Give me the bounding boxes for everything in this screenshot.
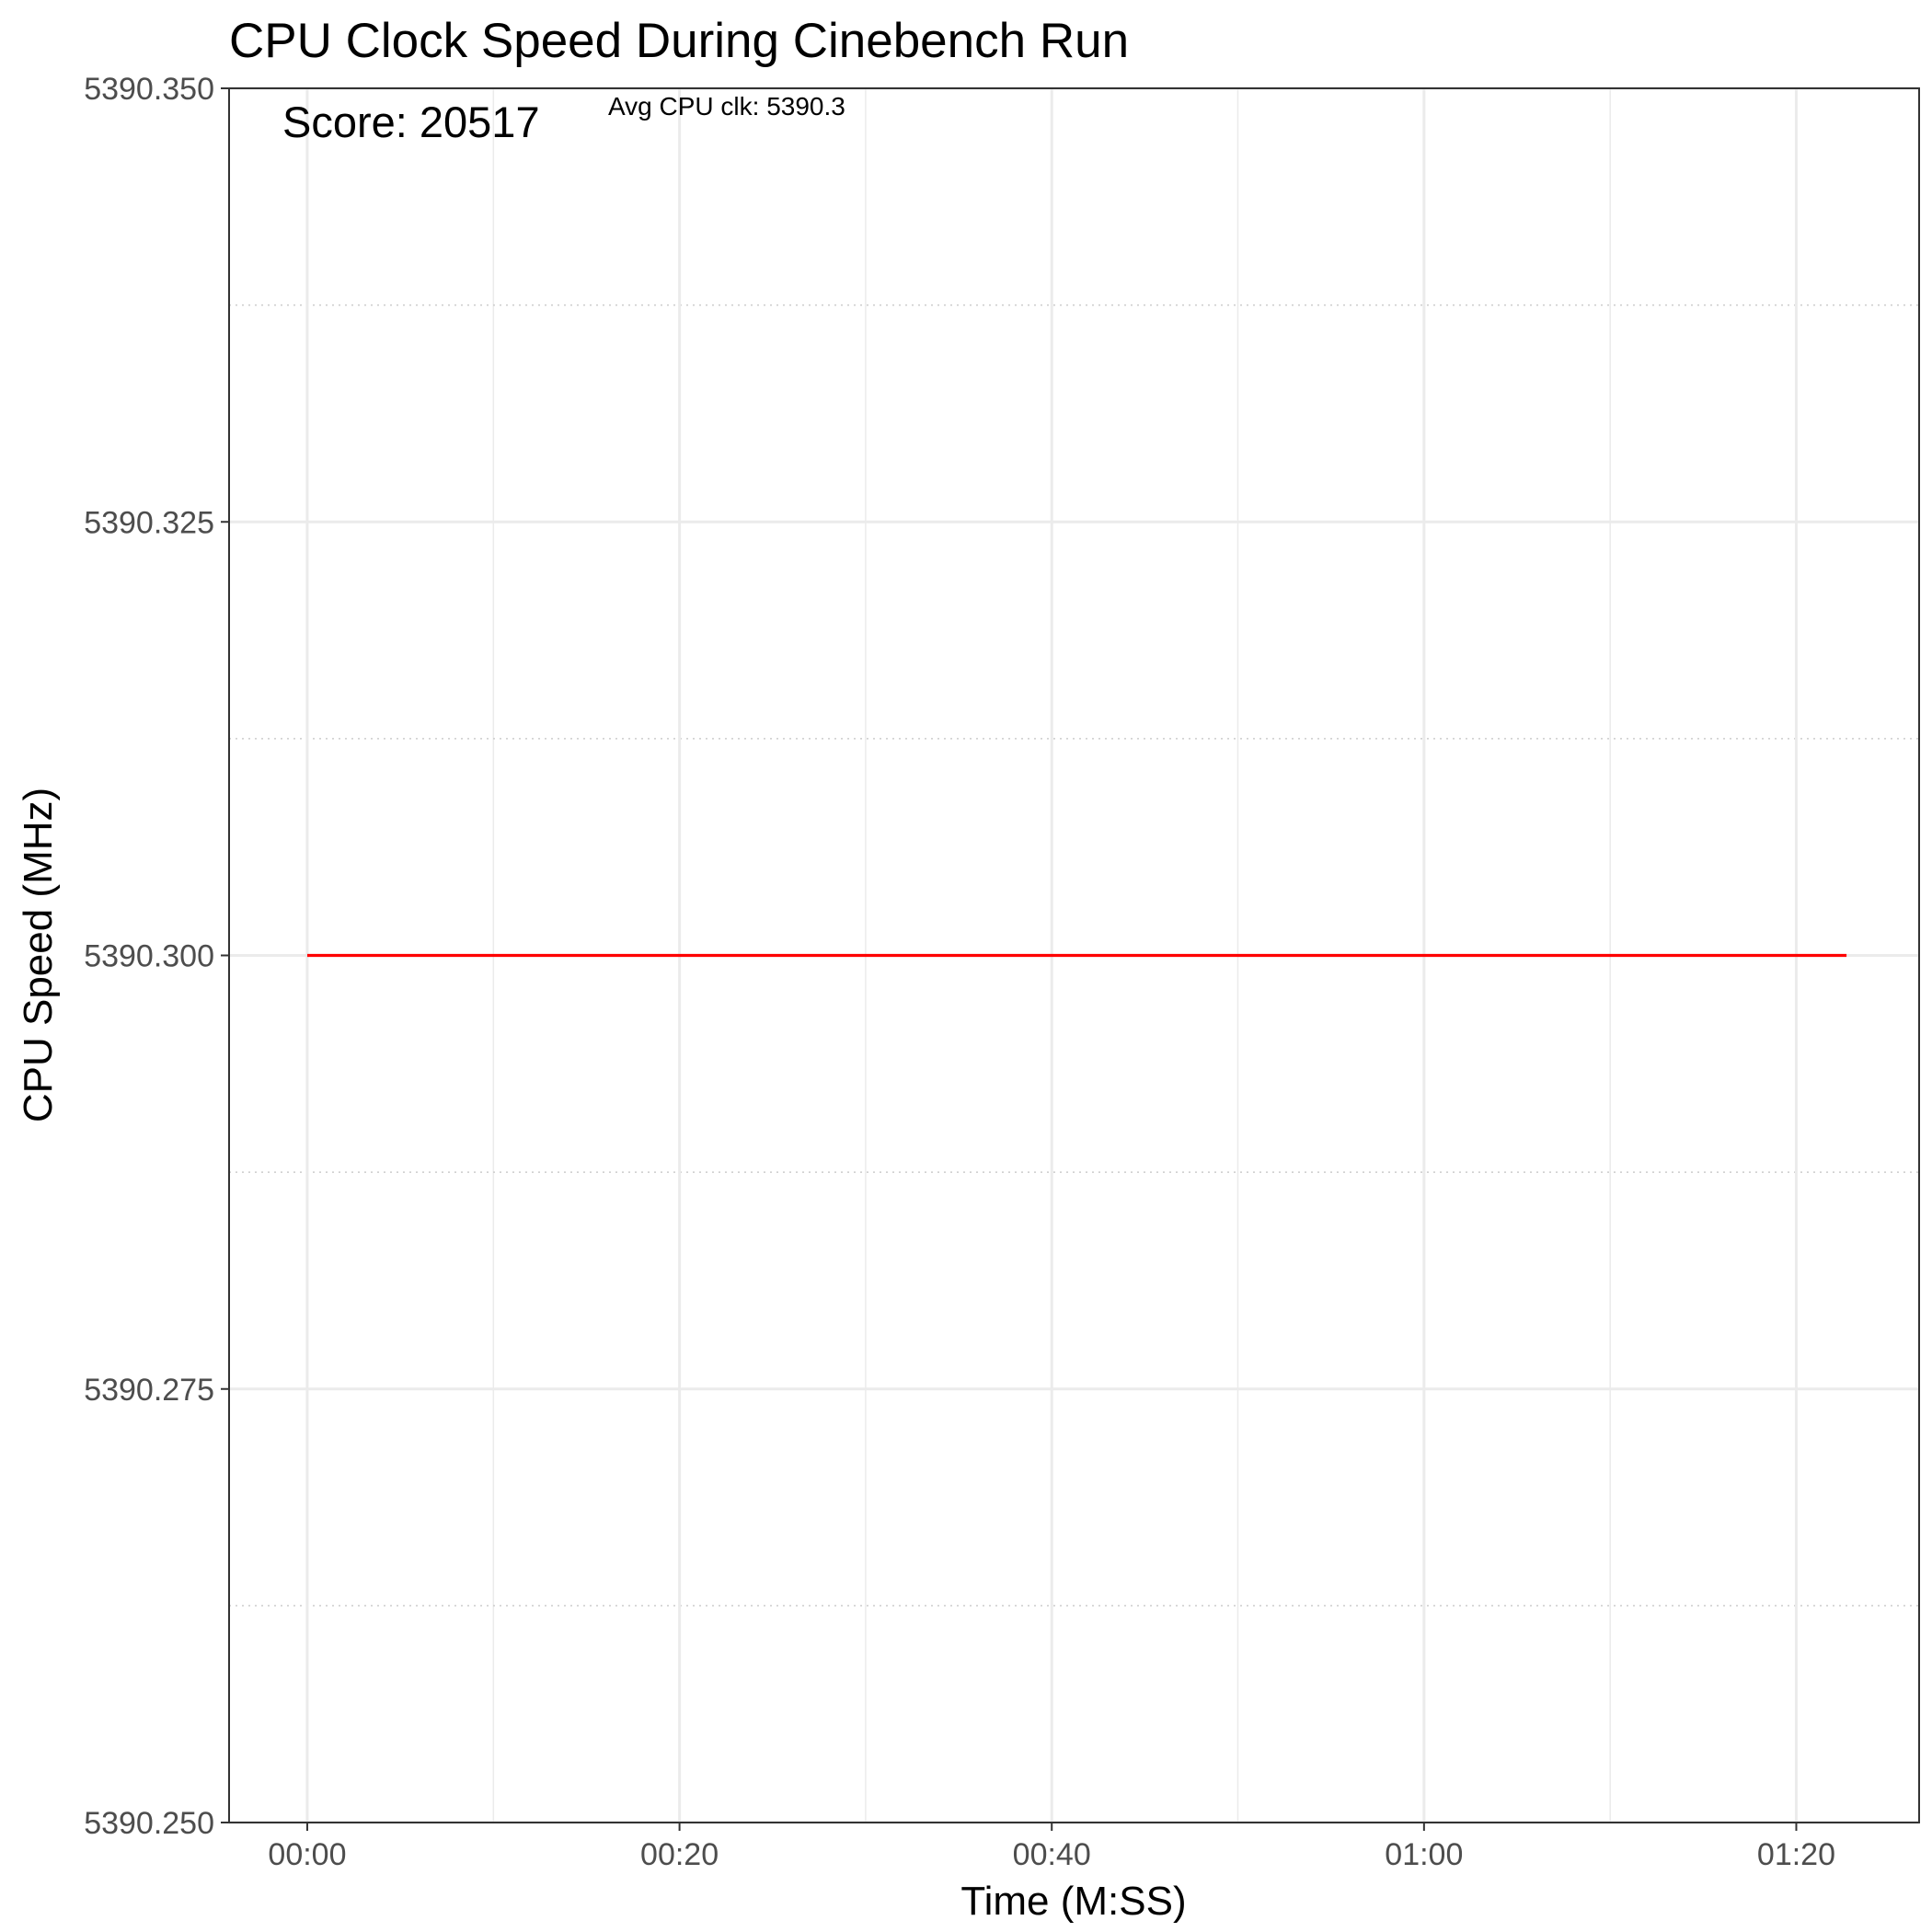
y-tick-label: 5390.275 [84,1373,214,1408]
y-tick-label: 5390.300 [84,939,214,974]
y-tick-label: 5390.250 [84,1806,214,1841]
x-axis-title: Time (M:SS) [960,1879,1186,1924]
y-tick-label: 5390.350 [84,72,214,107]
x-tick-label: 01:00 [1385,1837,1463,1872]
score-annotation: Score: 20517 [282,98,540,146]
x-tick-label: 00:20 [640,1837,719,1872]
avg-cpu-clk-annotation: Avg CPU clk: 5390.3 [608,92,845,121]
x-tick-label: 00:40 [1013,1837,1091,1872]
axis-ticks: 00:00 00:20 00:40 01:00 01:20 5390.250 5390.27… [84,72,1835,1872]
x-tick-label: 01:20 [1757,1837,1835,1872]
y-axis-title: CPU Speed (MHz) [16,788,61,1122]
chart-title: CPU Clock Speed During Cinebench Run [229,14,1129,68]
y-tick-label: 5390.325 [84,505,214,540]
x-tick-label: 00:00 [268,1837,346,1872]
